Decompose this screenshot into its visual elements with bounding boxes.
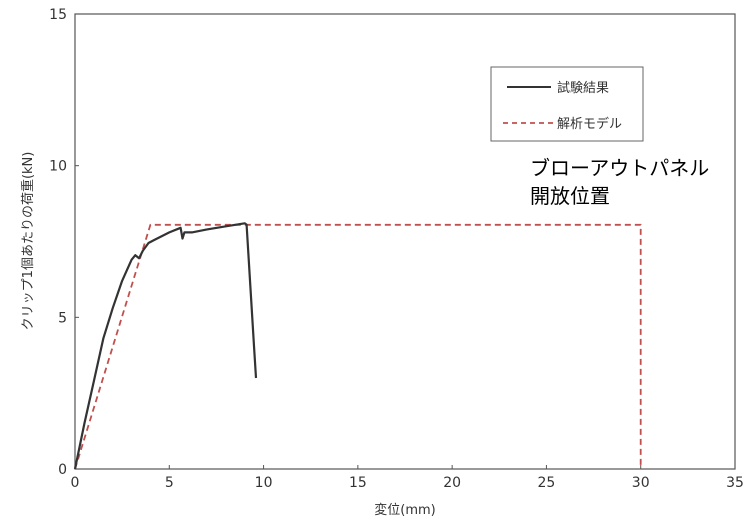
series-test-result-line — [73, 222, 258, 470]
x-tick-label: 30 — [632, 475, 650, 491]
legend-label-analysis-model: 解析モデル — [557, 116, 622, 132]
legend-label-test-result: 試験結果 — [557, 80, 609, 96]
x-tick-label: 20 — [443, 475, 461, 491]
legend: 試験結果 解析モデル — [490, 66, 644, 142]
x-tick-label: 5 — [165, 475, 174, 491]
x-tick-label: 25 — [538, 475, 556, 491]
y-tick-label: 5 — [58, 310, 67, 326]
x-tick-label: 0 — [71, 475, 80, 491]
series-layer — [73, 222, 642, 470]
x-tick-label: 15 — [349, 475, 367, 491]
x-tick-label: 35 — [726, 475, 744, 491]
ticks-layer: 0 5 10 15 20 25 30 35 0 5 10 15 — [49, 7, 744, 491]
annotation-open-position: 開放位置 — [530, 184, 610, 208]
y-tick-label: 10 — [49, 159, 67, 175]
y-tick-label: 15 — [49, 7, 67, 23]
x-axis-title: 変位(mm) — [374, 502, 435, 518]
y-axis-title: クリップ1個あたりの荷重(kN) — [20, 152, 36, 331]
y-tick-label: 0 — [58, 462, 67, 478]
series-analysis-model-line — [74, 223, 642, 470]
x-tick-label: 10 — [255, 475, 273, 491]
annotation-blowout-panel: ブローアウトパネル — [530, 156, 709, 180]
legend-box — [490, 66, 644, 142]
